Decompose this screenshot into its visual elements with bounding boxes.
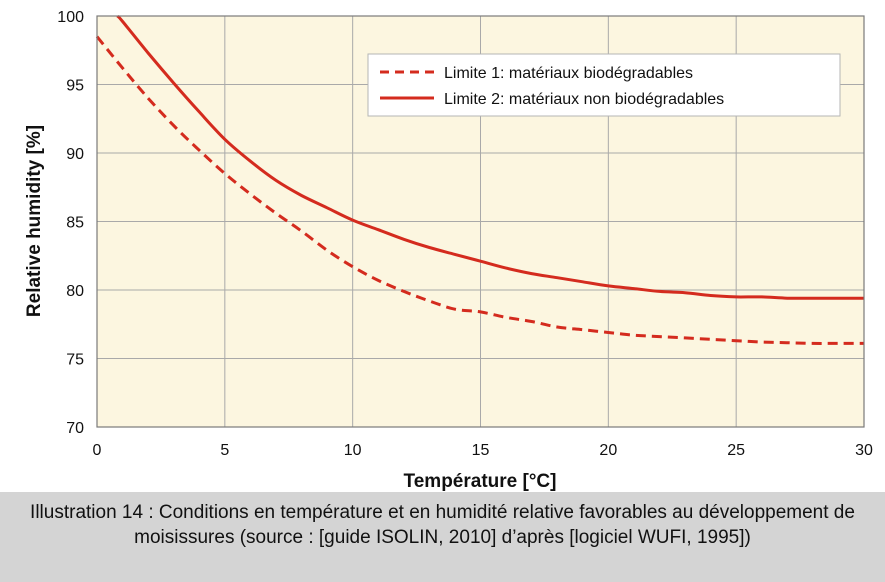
y-tick-label: 95	[66, 78, 84, 95]
x-tick-label: 20	[599, 442, 617, 459]
x-axis-label: Température [°C]	[404, 471, 557, 492]
plot-frame	[96, 15, 865, 428]
y-axis-label: Relative humidity [%]	[24, 125, 45, 317]
x-tick-label: 0	[93, 442, 102, 459]
series-line-limite-1	[95, 35, 864, 345]
y-tick-label: 85	[66, 215, 84, 232]
chart: 0 5 10 15 20 25 30 70 75 80 85 90 95 100 Température …	[24, 9, 873, 492]
y-tick-label: 90	[66, 146, 84, 163]
series-line-limite-2	[116, 14, 864, 300]
legend-label-limite-1: Limite 1: matériaux biodégradables	[444, 65, 693, 82]
x-tick-label: 10	[344, 442, 362, 459]
x-tick-label: 25	[727, 442, 745, 459]
series-layer	[95, 14, 864, 345]
y-tick-label: 100	[57, 9, 84, 26]
y-tick-label: 80	[66, 283, 84, 300]
x-tick-label: 5	[220, 442, 229, 459]
figure-caption: Illustration 14 : Conditions en températ…	[0, 492, 885, 582]
y-tick-label: 70	[66, 420, 84, 437]
y-tick-label: 75	[66, 352, 84, 369]
legend-box	[367, 53, 841, 117]
legend-label-limite-2: Limite 2: matériaux non biodégradables	[444, 91, 724, 108]
x-tick-label: 30	[855, 442, 873, 459]
tick-labels: 0 5 10 15 20 25 30 70 75 80 85 90 95 100	[57, 9, 873, 459]
legend: Limite 1: matériaux biodégradables Limit…	[367, 53, 841, 117]
x-tick-label: 15	[472, 442, 490, 459]
